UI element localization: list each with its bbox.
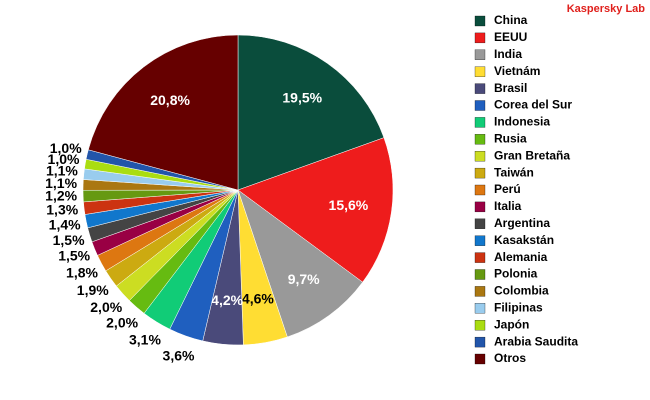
value-label: 2,0% [90, 299, 122, 315]
value-label: 15,6% [329, 197, 369, 213]
value-label: 1,4% [49, 216, 81, 232]
value-label: 19,5% [282, 89, 322, 105]
legend-swatch [474, 66, 486, 77]
legend-swatch [474, 286, 486, 297]
legend-swatch [474, 49, 486, 60]
legend-label: Arabia Saudita [494, 334, 578, 348]
legend-label: EEUU [494, 30, 527, 44]
legend-label: Corea del Sur [494, 98, 572, 112]
pie-slice [237, 137, 394, 283]
legend-label: Kasakstán [494, 233, 554, 247]
legend-label: Filipinas [494, 300, 543, 314]
value-label: 4,2% [211, 292, 243, 308]
legend-label: Perú [494, 182, 521, 196]
value-label: 1,9% [77, 282, 109, 298]
legend-swatch [474, 320, 486, 331]
value-label: 1,0% [50, 140, 82, 156]
legend-swatch [474, 167, 486, 179]
value-label: 9,7% [288, 271, 320, 287]
legend-swatch [474, 235, 486, 246]
legend-swatch [474, 134, 486, 145]
legend-label: Vietnám [494, 64, 540, 78]
value-label: 1,2% [45, 188, 77, 204]
value-label: 1,3% [46, 202, 78, 218]
legend-label: Otros [494, 351, 526, 365]
legend-swatch [474, 100, 486, 111]
pie-slice [237, 34, 385, 191]
legend-label: Japón [494, 317, 529, 331]
pie-slice [88, 34, 239, 191]
value-label: 1,5% [58, 248, 90, 264]
legend-label: India [494, 47, 522, 61]
legend-swatch [474, 117, 486, 128]
legend-label: Rusia [494, 131, 527, 145]
legend-swatch [474, 252, 486, 263]
legend-swatch [474, 269, 486, 280]
value-label: 4,6% [242, 291, 274, 307]
legend-swatch [474, 15, 486, 27]
legend-swatch [474, 32, 486, 44]
value-label: 1,1% [46, 163, 78, 179]
legend-label: China [494, 13, 528, 27]
legend-swatch [474, 184, 486, 196]
legend-label: Alemania [494, 250, 548, 264]
value-label: 3,6% [163, 347, 195, 363]
value-label: 1,1% [45, 175, 77, 191]
legend-swatch [474, 353, 486, 365]
legend-label: Gran Bretaña [494, 148, 570, 162]
value-label: 2,0% [106, 314, 138, 330]
legend-swatch [474, 83, 486, 94]
legend-label: Polonia [494, 267, 538, 281]
legend-label: Indonesia [494, 115, 550, 129]
legend-label: Argentina [494, 216, 550, 230]
legend-swatch [474, 201, 486, 213]
legend-label: Brasil [494, 81, 527, 95]
value-label: 1,8% [66, 264, 98, 280]
legend-swatch [474, 218, 486, 229]
legend-label: Colombia [494, 284, 549, 298]
value-label: 1,5% [53, 232, 85, 248]
legend-swatch [474, 151, 486, 162]
legend-swatch [474, 336, 486, 348]
source-label: Kaspersky Lab [567, 3, 646, 15]
legend-swatch [474, 303, 486, 314]
legend-label: Italia [494, 199, 522, 213]
value-label: 20,8% [150, 92, 190, 108]
legend-label: Taiwán [494, 165, 534, 179]
value-label: 3,1% [129, 331, 161, 347]
pie-slice [237, 189, 363, 338]
value-label: 1,0% [48, 151, 80, 167]
